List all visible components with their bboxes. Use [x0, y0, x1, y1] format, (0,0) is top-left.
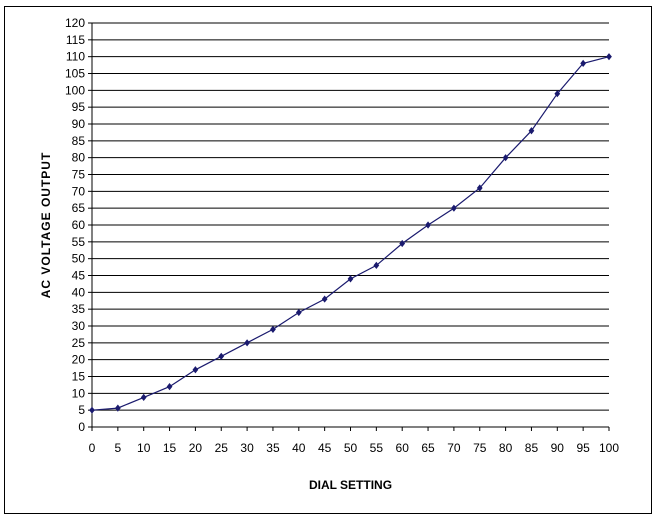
y-tick-label: 25: [72, 336, 86, 350]
y-tick-label: 70: [72, 184, 86, 198]
x-tick-label: 25: [215, 441, 229, 455]
data-point: [89, 406, 95, 414]
y-tick-label: 95: [72, 100, 86, 114]
x-axis-title: DIAL SETTING: [309, 478, 392, 492]
x-tick-label: 5: [115, 441, 122, 455]
x-tick-label: 50: [344, 441, 358, 455]
y-axis-ticks: 0 5 10 15 20 25 30 35 40 45 50 55 60 65 70 75 80 85 90 95 10…: [65, 16, 92, 434]
y-tick-label: 80: [72, 151, 86, 165]
x-tick-label: 0: [89, 441, 96, 455]
data-point: [580, 59, 587, 67]
y-axis-title: AC VOLTAGE OUTPUT: [39, 152, 53, 299]
x-tick-label: 70: [447, 441, 461, 455]
data-point: [502, 154, 509, 162]
data-point: [399, 239, 406, 248]
y-tick-label: 55: [72, 235, 86, 249]
x-tick-label: 35: [266, 441, 280, 455]
data-point: [218, 352, 225, 360]
data-point: [451, 204, 457, 212]
x-tick-label: 45: [318, 441, 332, 455]
series-line: [91, 56, 610, 411]
chart-svg: 0510152025303540455055606570758085909510…: [39, 16, 619, 492]
y-tick-label: 30: [72, 319, 86, 333]
y-tick-label: 0: [78, 420, 85, 434]
x-tick-label: 55: [370, 441, 384, 455]
y-tick-label: 60: [72, 218, 86, 232]
y-tick-label: 110: [66, 50, 85, 64]
data-point: [244, 339, 250, 347]
y-tick-label: 20: [72, 353, 86, 367]
y-tick-label: 100: [65, 83, 85, 97]
y-tick-label: 15: [72, 370, 86, 384]
y-tick-label: 105: [65, 67, 85, 81]
data-point: [606, 53, 612, 61]
data-point: [425, 221, 431, 229]
gridlines: [92, 22, 609, 411]
x-tick-label: 10: [137, 441, 151, 455]
data-point: [347, 275, 354, 283]
x-tick-label: 75: [473, 441, 487, 455]
y-tick-label: 75: [72, 168, 86, 182]
y-tick-label: 45: [72, 269, 86, 283]
x-tick-label: 95: [576, 441, 590, 455]
data-point: [373, 261, 380, 269]
x-tick-label: 80: [499, 441, 513, 455]
y-tick-label: 90: [72, 117, 86, 131]
y-tick-label: 5: [78, 403, 85, 417]
x-tick-label: 60: [396, 441, 410, 455]
x-tick-label: 90: [551, 441, 565, 455]
y-tick-label: 40: [72, 285, 86, 299]
data-point: [295, 308, 302, 317]
x-tick-label: 30: [240, 441, 254, 455]
y-tick-label: 50: [72, 252, 86, 266]
y-tick-label: 85: [72, 134, 86, 148]
x-tick-label: 85: [525, 441, 539, 455]
y-tick-label: 120: [65, 16, 85, 30]
y-tick-label: 10: [72, 386, 86, 400]
x-tick-label: 40: [292, 441, 306, 455]
chart-frame: 0 5 10 15 20 25 30 35 40 45 50 55 60 65 70 75 80 85 90 95 10…: [4, 6, 652, 514]
x-tick-label: 100: [599, 441, 619, 455]
y-tick-label: 35: [72, 302, 86, 316]
y-tick-label: 65: [72, 201, 86, 215]
x-tick-label: 65: [421, 441, 435, 455]
x-tick-label: 20: [189, 441, 203, 455]
data-point: [321, 295, 328, 303]
data-point: [114, 404, 121, 412]
data-point: [476, 184, 483, 192]
data-point: [140, 393, 147, 401]
x-axis-ticks: 0 5 10 15 20 25 30 35 40 45 50 55 60 65 70 75 80 85 90 95 10…: [89, 427, 619, 455]
y-tick-label: 115: [66, 33, 85, 47]
data-point: [528, 127, 535, 135]
data-point: [270, 325, 276, 333]
series: [89, 53, 612, 414]
data-point: [166, 383, 173, 391]
data-point: [554, 90, 561, 98]
data-point: [192, 366, 199, 374]
x-tick-label: 15: [163, 441, 177, 455]
